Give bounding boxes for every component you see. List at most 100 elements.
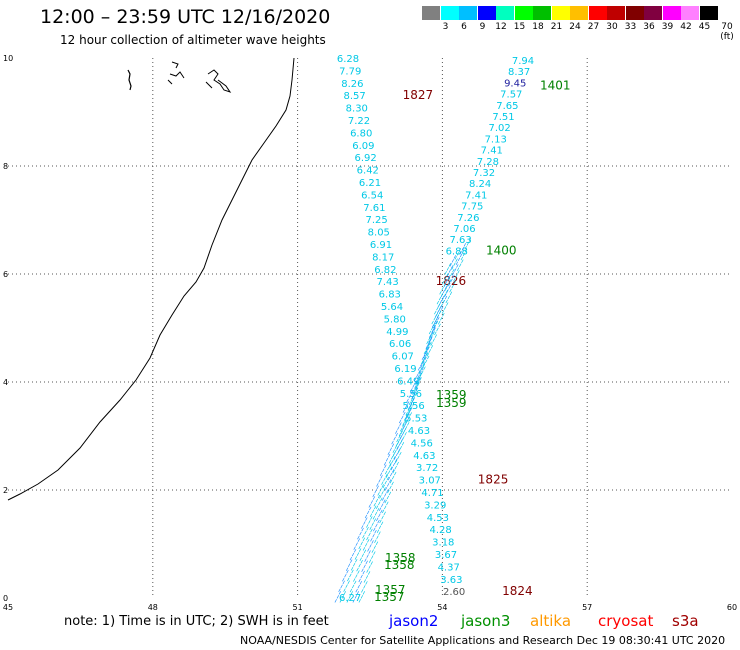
pass-time-label: 1827 [403,88,434,102]
pass-time-label: 1824 [502,584,533,598]
legend-label: 6 [461,22,467,32]
wave-height-label: 6.80 [350,128,372,139]
pass-time-label: 1359 [436,388,467,402]
pass-time-label: 1825 [478,473,509,487]
legend-label: 18 [532,22,544,32]
satellite-legend-item: jason2 [389,612,439,630]
legend-label: 70 (ft) [720,22,734,42]
pass-time-label: 1357 [374,590,405,604]
wave-height-label: 5.64 [381,302,403,313]
legend-swatch [422,6,440,20]
wave-height-label: 4.53 [427,513,449,524]
wave-height-label: 2.60 [443,587,465,598]
y-tick-label: 0 [3,594,8,603]
x-tick-label: 45 [3,603,13,612]
wave-height-label: 6.91 [370,240,392,251]
wave-height-label: 6.49 [397,376,419,387]
page-subtitle: 12 hour collection of altimeter wave hei… [60,33,326,47]
legend-swatch [533,6,551,20]
pass-time-label: 1400 [486,243,517,257]
legend-label: 45 [698,22,711,32]
wave-height-label: 7.41 [481,146,503,157]
island-outline [127,69,132,91]
wave-height-label: 6.83 [379,290,401,301]
wave-height-label: 8.57 [343,91,365,102]
wave-height-label: 5.53 [405,414,427,425]
wave-height-label: 8.05 [368,228,390,239]
wave-height-label: 7.32 [473,168,495,179]
legend-swatch [681,6,699,20]
page-title: 12:00 – 23:59 UTC 12/16/2020 [40,6,331,28]
wave-height-label: 6.92 [354,153,376,164]
wave-height-label: 7.22 [348,116,370,127]
pass-time-label: 1359 [436,396,467,410]
legend-swatch [514,6,533,20]
wave-height-label: 7.02 [488,123,510,134]
wave-height-label: 7.94 [512,56,534,67]
legend-swatch [440,6,459,20]
wave-height-label: 7.25 [365,215,387,226]
coastline [7,57,295,501]
wave-height-label: 8.37 [508,67,530,78]
satellite-legend-item: jason3 [461,612,511,630]
legend-label: 36 [643,22,655,32]
wave-height-label: 4.63 [413,451,435,462]
wave-height-label: 7.28 [477,157,499,168]
wave-height-label: 4.28 [429,525,451,536]
legend-swatch [496,6,514,20]
island-outline [167,61,185,85]
x-tick-label: 48 [148,603,158,612]
satellite-legend-item: s3a [672,612,699,630]
wave-height-label: 6.54 [361,190,383,201]
legend-label: 21 [550,22,563,32]
legend-label: 9 [479,22,486,32]
wave-height-label: 3.29 [424,500,446,511]
pass-time-label: 1357 [375,583,406,597]
legend-swatch [477,6,496,20]
wave-height-label: 3.63 [440,575,462,586]
wave-height-label: 3.18 [432,538,454,549]
y-tick-label: 10 [3,54,13,63]
wave-height-label: 4.71 [421,488,443,499]
wave-height-label: 3.72 [416,463,438,474]
wave-height-label: 7.61 [363,203,385,214]
pass-time-label: 1358 [384,558,415,572]
wave-height-label: 9.45 [504,78,526,89]
wave-height-label: 7.79 [339,66,361,77]
wave-height-label: 7.06 [453,224,475,235]
wave-height-label: 6.88 [446,246,468,257]
wave-height-label: 8.24 [469,179,491,190]
pass-time-label: 1358 [385,551,416,565]
legend-swatch [625,6,644,20]
legend-swatch [644,6,662,20]
legend-label: 12 [495,22,507,32]
legend-label: 24 [569,22,581,32]
wave-height-label: 7.63 [449,235,471,246]
satellite-legend-item: cryosat [598,612,654,630]
legend-label: 27 [587,22,600,32]
wave-height-label: 8.17 [372,252,394,263]
wave-height-label: 7.26 [457,213,479,224]
wave-height-label: 8.26 [341,79,363,90]
legend-swatch [570,6,588,20]
wave-height-label: 4.99 [386,327,408,338]
legend-swatch [699,6,718,20]
legend-swatch [607,6,625,20]
wave-height-label: 3.07 [419,476,441,487]
legend-label: 39 [661,22,674,32]
x-tick-label: 60 [727,603,737,612]
y-tick-label: 2 [3,486,8,495]
wave-height-label: 6.82 [374,265,396,276]
wave-height-label: 7.51 [492,112,514,123]
wave-height-label: 6.27 [339,593,361,604]
wave-height-label: 4.56 [411,438,433,449]
legend-swatch [459,6,477,20]
wave-height-label: 8.30 [346,104,368,115]
x-tick-label: 54 [437,603,447,612]
y-tick-label: 8 [3,162,8,171]
wave-height-label: 7.41 [465,190,487,201]
footer-note: note: 1) Time is in UTC; 2) SWH is in fe… [64,614,329,629]
pass-time-label: 1401 [540,78,571,92]
legend-label: 30 [606,22,618,32]
